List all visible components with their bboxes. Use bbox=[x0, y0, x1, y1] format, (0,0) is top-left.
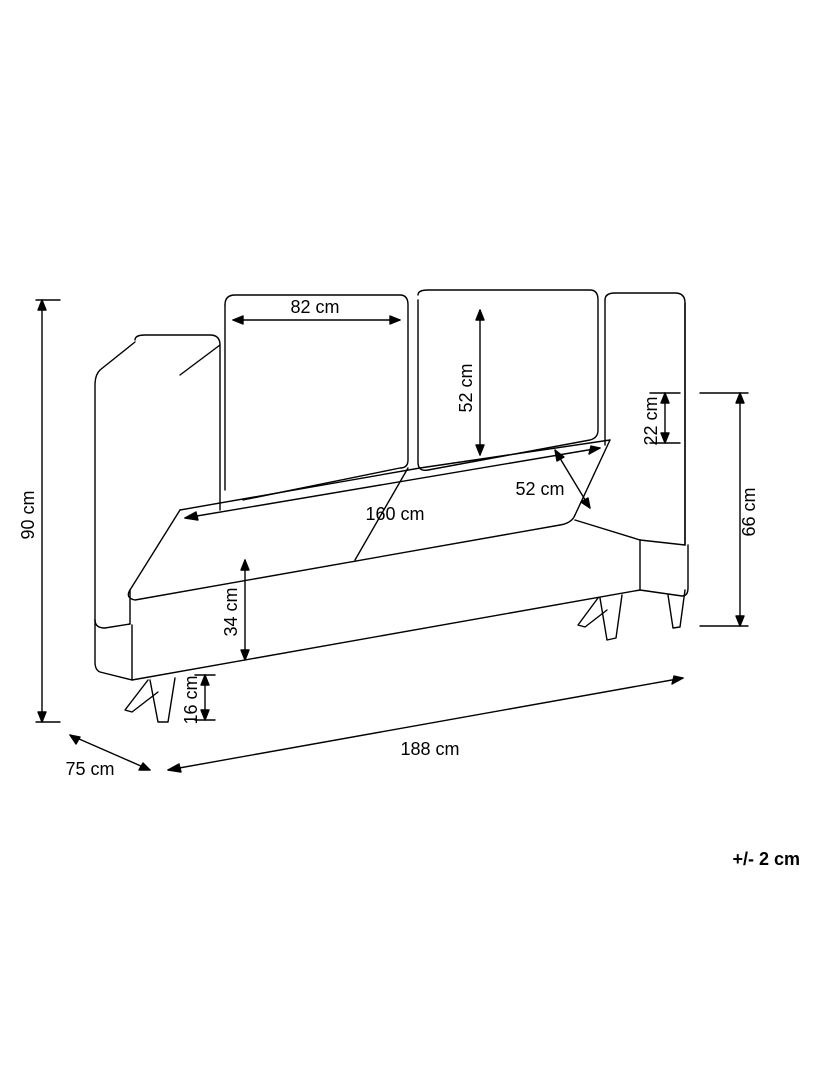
dim-seat-width: 160 cm bbox=[365, 504, 424, 524]
dim-seat-depth: 52 cm bbox=[515, 479, 564, 499]
dim-depth: 75 cm bbox=[65, 759, 114, 779]
dim-seat-to-base: 34 cm bbox=[221, 587, 241, 636]
dim-armrest-total-height: 66 cm bbox=[739, 487, 759, 536]
sofa-dimension-diagram: 90 cm 82 cm 52 cm 52 cm 22 cm 160 cm 34 … bbox=[0, 0, 830, 1080]
dim-backrest-height: 52 cm bbox=[456, 363, 476, 412]
tolerance-label: +/- 2 cm bbox=[732, 849, 800, 870]
dim-total-width: 188 cm bbox=[400, 739, 459, 759]
dim-total-height: 90 cm bbox=[18, 490, 38, 539]
dim-leg-height: 16 cm bbox=[181, 675, 201, 724]
dim-armrest-above-seat: 22 cm bbox=[641, 396, 661, 445]
dim-backrest-width: 82 cm bbox=[290, 297, 339, 317]
